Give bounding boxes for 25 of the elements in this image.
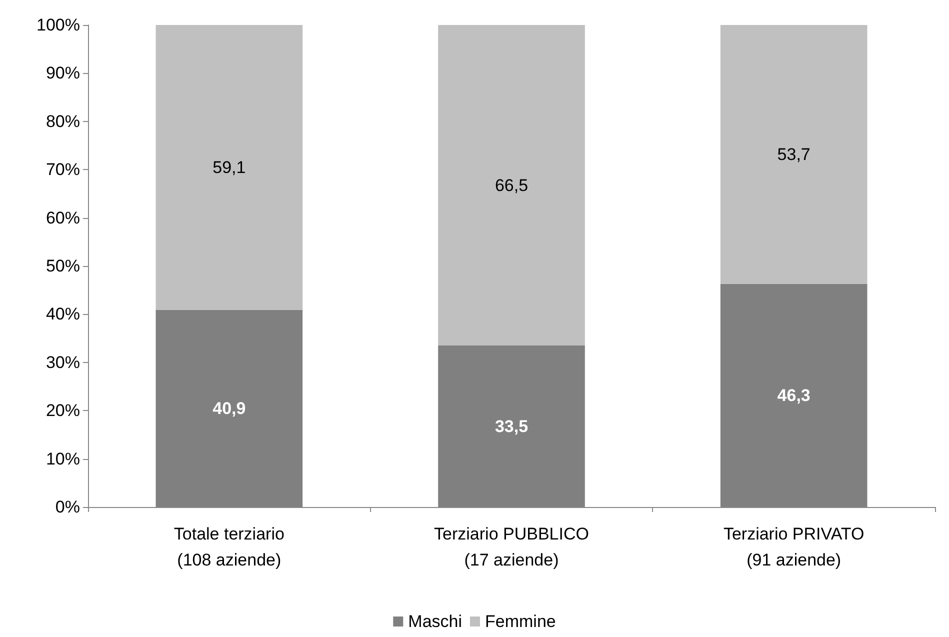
y-tick-label: 90% (46, 64, 80, 83)
data-label: 33,5 (494, 416, 528, 436)
data-label: 59,1 (212, 158, 246, 177)
y-tick-label: 0% (55, 498, 80, 516)
y-tick-label: 10% (46, 449, 80, 468)
data-label: 53,7 (777, 144, 810, 164)
y-tick-label: 80% (46, 112, 80, 131)
y-tick-label: 20% (46, 401, 80, 420)
x-tick-label: Totale terziario (108 aziende) (174, 524, 284, 570)
legend-label: Femmine (485, 612, 556, 631)
y-tick-label: 70% (46, 160, 80, 180)
y-tick-label: 30% (46, 352, 80, 372)
data-label: 66,5 (494, 176, 528, 195)
y-tick-label: 40% (46, 304, 80, 324)
data-label: 40,9 (212, 398, 246, 418)
bar (438, 25, 585, 346)
legend-label: Maschi (408, 612, 462, 631)
data-label: 46,3 (777, 386, 810, 405)
x-tick-label: Terziario PUBBLICO (17 aziende) (434, 524, 589, 570)
y-tick-label: 50% (46, 256, 80, 276)
y-tick-label: 100% (36, 16, 80, 34)
bar (720, 25, 868, 284)
bar (156, 25, 303, 310)
y-tick-label: 60% (46, 208, 80, 228)
x-tick-label: Terziario PRIVATO (91 aziende) (723, 524, 864, 570)
